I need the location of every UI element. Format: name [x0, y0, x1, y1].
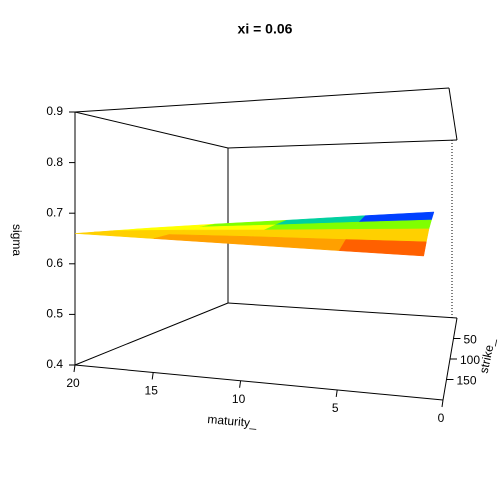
x-tick-label: 20	[66, 376, 80, 390]
box-edge	[74, 302, 229, 366]
x-tick-label: 5	[332, 401, 339, 415]
z-tick-label: 0.8	[46, 155, 63, 169]
box-edge	[74, 111, 229, 149]
x-tick	[239, 380, 242, 388]
x-tick	[151, 372, 154, 380]
x-tick-label: 0	[438, 411, 445, 425]
x-tick-label: 15	[145, 384, 159, 398]
x-tick	[335, 389, 338, 398]
box-edge	[227, 139, 458, 149]
chart-title: xi = 0.06	[238, 21, 293, 37]
z-tick-label: 0.4	[46, 357, 63, 371]
z-tick-label: 0.6	[46, 256, 63, 270]
x-tick	[441, 399, 444, 408]
z-tick-label: 0.5	[46, 307, 63, 321]
surface-patch	[338, 239, 427, 257]
z-tick-label: 0.7	[46, 205, 63, 219]
z-tick-label: 0.9	[46, 104, 63, 118]
y-tick-label: 100	[460, 353, 480, 367]
box-edge	[448, 87, 458, 141]
y-tick-label: 50	[464, 333, 478, 347]
box-edge	[74, 364, 444, 401]
x-axis-label: maturity_	[207, 412, 258, 430]
x-tick-label: 10	[232, 392, 246, 406]
box-edge	[74, 87, 450, 113]
x-tick	[73, 364, 76, 373]
surface	[74, 211, 435, 257]
z-axis-label: sigma	[10, 224, 24, 256]
box-edge	[227, 302, 458, 319]
y-tick-label: 150	[457, 374, 477, 388]
